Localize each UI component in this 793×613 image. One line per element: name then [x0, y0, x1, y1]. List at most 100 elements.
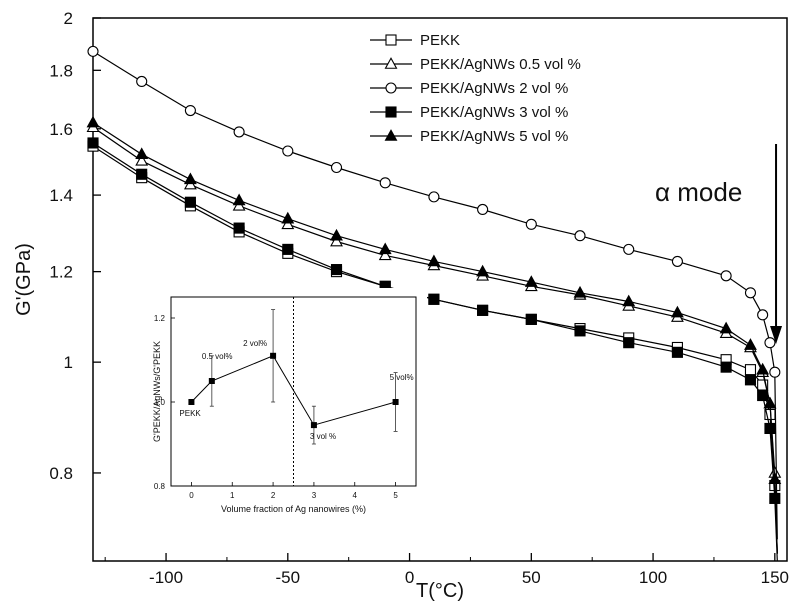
inset-data-point — [208, 378, 215, 384]
y-tick-label: 1.8 — [49, 61, 73, 80]
data-point — [184, 196, 196, 208]
data-point — [184, 104, 196, 117]
data-point — [670, 305, 684, 318]
legend-marker — [385, 34, 397, 46]
inset-x-tick-label: 0 — [189, 491, 194, 500]
legend-marker — [385, 106, 397, 118]
data-point — [574, 230, 586, 242]
data-point — [86, 115, 100, 128]
data-point — [183, 172, 197, 185]
y-tick-label: 1.4 — [49, 186, 73, 205]
data-point — [330, 228, 343, 241]
x-tick-label: 100 — [639, 568, 667, 587]
inset-point-label: 3 vol % — [310, 432, 336, 441]
data-point — [330, 161, 343, 174]
data-point — [764, 337, 776, 349]
legend-marker — [385, 82, 397, 94]
data-point — [378, 242, 392, 255]
legend: PEKK PEKK/AgNWs 0.5 vol % PEKK/AgNWs 2 vol… — [370, 32, 581, 145]
data-point — [524, 275, 538, 287]
inset-x-tick-label: 1 — [230, 491, 235, 500]
data-point — [768, 472, 782, 484]
data-point — [720, 270, 732, 282]
data-point — [744, 364, 757, 376]
data-point — [136, 168, 148, 180]
legend-label: PEKK/AgNWs 3 vol % — [420, 104, 568, 121]
inset-plot: 0 1 2 3 4 5 0.8 1.0 1.2 Volume fraction of Ag nan… — [147, 288, 427, 524]
data-point — [232, 193, 246, 206]
data-point — [671, 346, 683, 358]
data-point — [428, 293, 440, 305]
data-point — [671, 255, 683, 267]
data-point — [525, 218, 537, 230]
x-tick-label: -50 — [276, 568, 301, 587]
y-axis-title: G'(GPa) — [13, 243, 35, 316]
data-point — [757, 309, 769, 321]
legend-marker — [384, 129, 398, 141]
x-axis-title: T(°C) — [416, 580, 464, 602]
data-point — [233, 126, 245, 138]
data-point — [525, 313, 537, 325]
data-point — [87, 45, 99, 57]
plot-frame — [92, 17, 788, 562]
data-point — [477, 304, 489, 316]
data-point — [330, 264, 343, 276]
data-point — [744, 374, 757, 386]
data-point — [281, 217, 295, 230]
data-point — [282, 145, 294, 157]
inset-data-point — [310, 422, 317, 429]
inset-y-tick-label: 1.2 — [154, 314, 166, 323]
inset-data-point — [270, 352, 277, 359]
data-point — [233, 222, 245, 234]
inset-y-tick-label: 1.0 — [154, 398, 166, 407]
legend-marker — [384, 57, 398, 69]
x-tick-label: 0 — [405, 568, 414, 587]
x-tick-label: 50 — [522, 568, 541, 587]
data-point — [744, 338, 757, 350]
x-tick-label: 150 — [761, 568, 789, 587]
inset-point-label: 5 vol% — [390, 373, 414, 382]
inset-x-tick-label: 5 — [393, 491, 398, 500]
legend-label: PEKK/AgNWs 0.5 vol % — [420, 56, 581, 73]
data-point — [87, 137, 99, 149]
data-point — [623, 243, 635, 255]
data-point — [719, 321, 733, 334]
data-point — [135, 147, 149, 160]
y-tick-label: 2 — [64, 9, 73, 28]
y-tick-label: 1.6 — [49, 120, 73, 139]
inset-data-point — [392, 399, 399, 405]
data-point — [744, 287, 757, 299]
data-point — [379, 177, 391, 189]
data-point — [428, 191, 440, 203]
inset-point-label: 2 vol% — [243, 339, 267, 348]
inset-y-axis-title: G'PEKK/AgNWs/G'PEKK — [152, 341, 162, 442]
data-point — [330, 234, 343, 247]
data-point — [378, 248, 392, 261]
legend-label: PEKK/AgNWs 5 vol % — [420, 128, 568, 145]
data-point — [622, 294, 636, 307]
x-tick-label: -100 — [149, 568, 183, 587]
data-point — [281, 211, 295, 224]
inset-x-tick-label: 2 — [271, 491, 276, 500]
inset-x-tick-label: 3 — [312, 491, 317, 500]
data-point — [573, 285, 587, 298]
data-point — [136, 75, 148, 88]
inset-point-label: 0.5 vol% — [202, 352, 233, 361]
y-tick-label: 1.2 — [49, 263, 73, 282]
data-point — [623, 337, 635, 349]
data-point — [477, 203, 489, 216]
data-point — [756, 362, 770, 375]
data-point — [427, 254, 441, 267]
y-tick-label: 0.8 — [49, 464, 73, 483]
data-point — [769, 366, 781, 378]
legend-label: PEKK/AgNWs 2 vol % — [420, 80, 568, 97]
data-point — [574, 325, 586, 337]
inset-data-point — [188, 399, 195, 405]
alpha-mode-annotation: α mode — [655, 177, 742, 207]
data-point — [763, 396, 777, 409]
inset-x-axis-title: Volume fraction of Ag nanowires (%) — [221, 504, 366, 514]
inset-y-tick-label: 0.8 — [154, 482, 166, 491]
data-point — [282, 243, 294, 255]
